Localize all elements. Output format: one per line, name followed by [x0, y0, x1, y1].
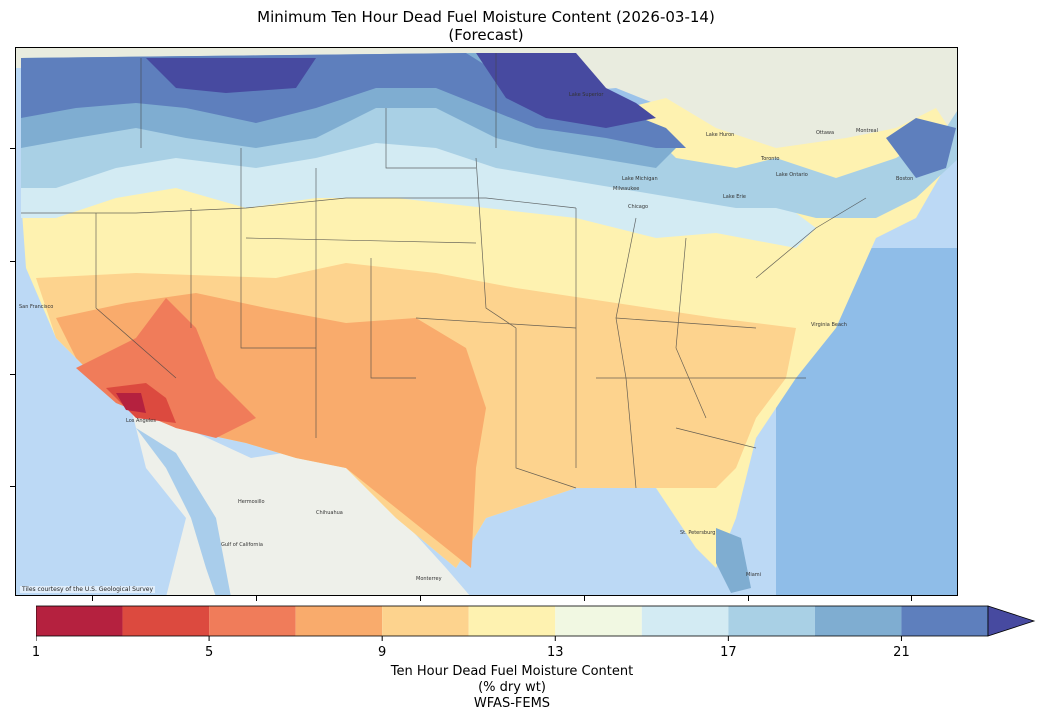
place-label: Lake Huron: [706, 132, 734, 138]
y-axis-tick: [10, 486, 15, 487]
map-title-line-2: (Forecast): [448, 26, 524, 44]
colorbar-bin: [641, 606, 729, 636]
place-label: Milwaukee: [613, 186, 639, 192]
colorbar-ticks: [36, 636, 902, 641]
colorbar-bin: [555, 606, 642, 636]
moisture-layer: [21, 53, 957, 593]
place-label: Chicago: [628, 204, 648, 210]
fuel-moisture-map[interactable]: Lake Superior Lake Michigan Lake Huron L…: [16, 48, 958, 596]
colorbar-tick-label: 5: [204, 645, 214, 660]
place-label: St. Petersburg: [680, 530, 715, 536]
map-title-line-1: Minimum Ten Hour Dead Fuel Moisture Cont…: [257, 8, 715, 26]
band-21-23-northeast: [886, 118, 956, 178]
colorbar-bin: [36, 606, 123, 636]
x-axis-tick: [911, 596, 912, 601]
place-label: San Francisco: [19, 304, 53, 310]
place-label: Boston: [896, 176, 913, 182]
place-label: Monterrey: [416, 576, 442, 582]
colorbar-bin: [382, 606, 469, 636]
colorbar-bin: [728, 606, 815, 636]
colorbar-tick-label: 21: [893, 645, 910, 660]
place-label: Lake Michigan: [622, 176, 658, 182]
colorbar-extend-arrow: [987, 605, 1036, 637]
place-label: Ottawa: [816, 130, 834, 136]
place-label: Virginia Beach: [811, 322, 847, 328]
band-1-3: [116, 393, 146, 413]
y-axis-tick: [10, 148, 15, 149]
place-label: Lake Ontario: [776, 172, 808, 178]
place-label: Lake Erie: [723, 194, 746, 200]
x-axis-tick: [584, 596, 585, 601]
tile-attribution: Tiles courtesy of the U.S. Geological Su…: [20, 586, 156, 593]
map-title: Minimum Ten Hour Dead Fuel Moisture Cont…: [0, 8, 972, 44]
place-label: Montreal: [856, 128, 878, 134]
y-axis-tick: [10, 261, 15, 262]
colorbar-bin: [209, 606, 296, 636]
colorbar-title: Ten Hour Dead Fuel Moisture Content (% d…: [36, 664, 988, 712]
colorbar-bin: [468, 606, 556, 636]
gulf-of-california: [136, 428, 231, 595]
colorbar-title-line-1: Ten Hour Dead Fuel Moisture Content: [390, 664, 634, 679]
colorbar-title-line-2: (% dry wt): [478, 680, 546, 695]
colorbar-tick-label: 13: [546, 645, 564, 660]
x-axis-tick: [92, 596, 93, 601]
colorbar-bin: [814, 606, 902, 636]
colorbar-tick-label: 17: [720, 645, 737, 660]
colorbar-title-line-3: WFAS-FEMS: [473, 696, 551, 711]
place-label: Toronto: [760, 156, 779, 162]
colorbar-bins: [36, 605, 989, 637]
colorbar-tick-label: 1: [31, 645, 41, 660]
band-over-23-north: [476, 53, 656, 128]
place-label: Los Angeles: [126, 418, 156, 424]
colorbar-bin: [295, 606, 383, 636]
colorbar-tick-label: 9: [378, 645, 387, 660]
colorbar-bin: [122, 606, 210, 636]
place-label: Lake Superior: [569, 92, 604, 98]
y-axis-tick: [10, 374, 15, 375]
place-label: Gulf of California: [221, 542, 263, 548]
band-over-23-west: [146, 58, 316, 93]
map-panel[interactable]: Lake Superior Lake Michigan Lake Huron L…: [15, 47, 958, 596]
x-axis-tick: [748, 596, 749, 601]
place-label: Hermosillo: [238, 499, 265, 505]
place-labels: Lake Superior Lake Michigan Lake Huron L…: [19, 92, 913, 582]
place-label: Chihuahua: [316, 510, 343, 516]
state-borders: [21, 53, 867, 489]
colorbar: [36, 605, 1036, 641]
place-label: Miami: [746, 572, 761, 578]
colorbar-bin: [901, 606, 988, 636]
band-19-21-florida: [716, 528, 751, 593]
x-axis-tick: [420, 596, 421, 601]
x-axis-tick: [256, 596, 257, 601]
